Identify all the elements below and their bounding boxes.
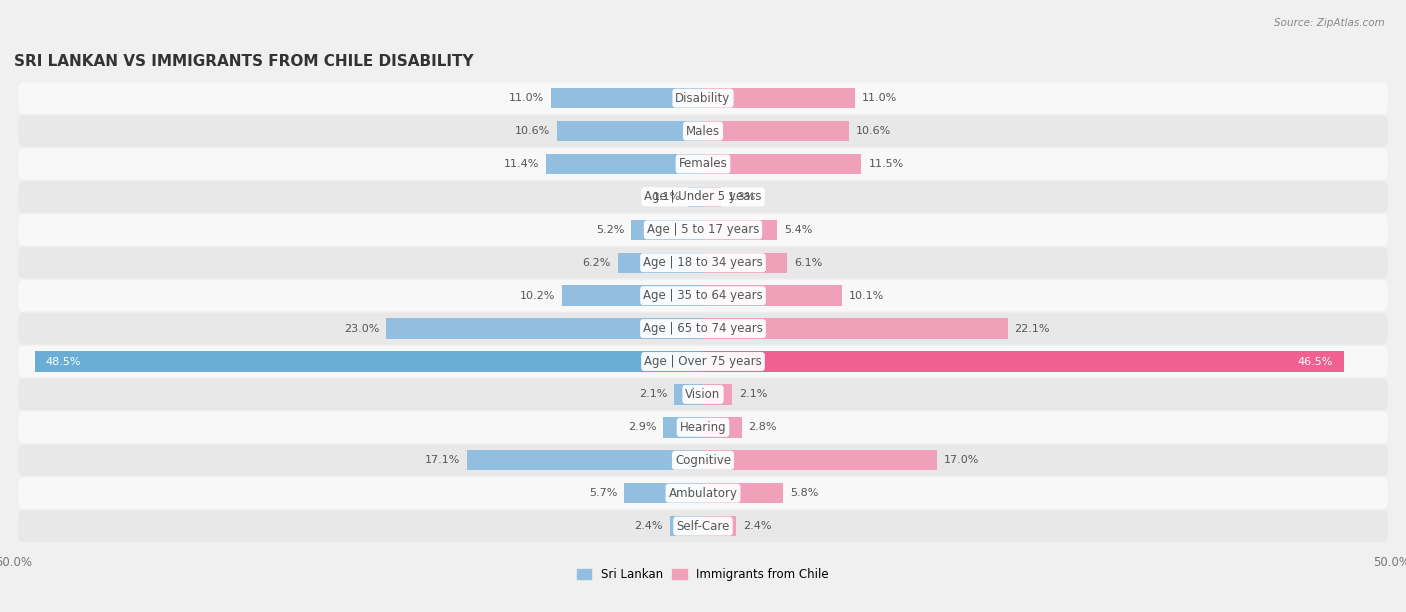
- Text: Vision: Vision: [685, 388, 721, 401]
- Text: Females: Females: [679, 157, 727, 171]
- FancyBboxPatch shape: [18, 510, 1388, 542]
- Text: Age | 5 to 17 years: Age | 5 to 17 years: [647, 223, 759, 236]
- Bar: [551, 88, 703, 108]
- Text: 5.8%: 5.8%: [790, 488, 818, 498]
- Text: Hearing: Hearing: [679, 421, 727, 434]
- Bar: [703, 351, 1344, 371]
- Text: Source: ZipAtlas.com: Source: ZipAtlas.com: [1274, 18, 1385, 28]
- Text: 10.6%: 10.6%: [515, 126, 550, 136]
- Text: 48.5%: 48.5%: [46, 357, 82, 367]
- Text: 17.0%: 17.0%: [945, 455, 980, 465]
- FancyBboxPatch shape: [18, 214, 1388, 245]
- Bar: [703, 220, 778, 240]
- Bar: [387, 318, 703, 339]
- Text: 2.1%: 2.1%: [638, 389, 668, 400]
- Text: 2.1%: 2.1%: [738, 389, 768, 400]
- Text: 2.9%: 2.9%: [627, 422, 657, 432]
- Bar: [35, 351, 703, 371]
- Bar: [557, 121, 703, 141]
- Bar: [664, 417, 703, 438]
- Bar: [631, 220, 703, 240]
- Text: 23.0%: 23.0%: [344, 324, 380, 334]
- FancyBboxPatch shape: [18, 148, 1388, 180]
- Bar: [703, 450, 938, 471]
- Bar: [688, 187, 703, 207]
- Text: 11.0%: 11.0%: [862, 93, 897, 103]
- Text: 10.6%: 10.6%: [856, 126, 891, 136]
- Bar: [703, 417, 741, 438]
- Text: 5.4%: 5.4%: [785, 225, 813, 235]
- Text: 6.1%: 6.1%: [794, 258, 823, 267]
- Text: 5.2%: 5.2%: [596, 225, 624, 235]
- FancyBboxPatch shape: [18, 83, 1388, 114]
- Bar: [562, 285, 703, 306]
- Bar: [703, 121, 849, 141]
- Bar: [617, 253, 703, 273]
- FancyBboxPatch shape: [18, 313, 1388, 345]
- Text: 2.4%: 2.4%: [742, 521, 772, 531]
- Text: Age | 65 to 74 years: Age | 65 to 74 years: [643, 322, 763, 335]
- Bar: [703, 253, 787, 273]
- Text: Disability: Disability: [675, 92, 731, 105]
- Text: Age | 18 to 34 years: Age | 18 to 34 years: [643, 256, 763, 269]
- Legend: Sri Lankan, Immigrants from Chile: Sri Lankan, Immigrants from Chile: [572, 563, 834, 586]
- Bar: [703, 384, 733, 405]
- Bar: [624, 483, 703, 504]
- Text: 11.0%: 11.0%: [509, 93, 544, 103]
- Text: 10.2%: 10.2%: [520, 291, 555, 300]
- FancyBboxPatch shape: [18, 444, 1388, 476]
- Text: SRI LANKAN VS IMMIGRANTS FROM CHILE DISABILITY: SRI LANKAN VS IMMIGRANTS FROM CHILE DISA…: [14, 53, 474, 69]
- Text: Ambulatory: Ambulatory: [668, 487, 738, 499]
- FancyBboxPatch shape: [18, 280, 1388, 312]
- Bar: [703, 318, 1008, 339]
- Text: Cognitive: Cognitive: [675, 453, 731, 467]
- FancyBboxPatch shape: [18, 477, 1388, 509]
- Text: 22.1%: 22.1%: [1014, 324, 1050, 334]
- Text: 11.5%: 11.5%: [869, 159, 904, 169]
- Text: 6.2%: 6.2%: [582, 258, 610, 267]
- Text: 10.1%: 10.1%: [849, 291, 884, 300]
- FancyBboxPatch shape: [18, 379, 1388, 410]
- FancyBboxPatch shape: [18, 411, 1388, 443]
- FancyBboxPatch shape: [18, 247, 1388, 278]
- Text: 17.1%: 17.1%: [425, 455, 461, 465]
- Text: Age | Over 75 years: Age | Over 75 years: [644, 355, 762, 368]
- Text: 2.8%: 2.8%: [748, 422, 778, 432]
- Text: 11.4%: 11.4%: [503, 159, 538, 169]
- Bar: [703, 187, 721, 207]
- Text: 2.4%: 2.4%: [634, 521, 664, 531]
- Bar: [669, 516, 703, 536]
- Bar: [546, 154, 703, 174]
- Text: 5.7%: 5.7%: [589, 488, 617, 498]
- Text: Age | 35 to 64 years: Age | 35 to 64 years: [643, 289, 763, 302]
- Bar: [703, 88, 855, 108]
- Bar: [467, 450, 703, 471]
- Bar: [703, 483, 783, 504]
- Text: 46.5%: 46.5%: [1298, 357, 1333, 367]
- Text: Self-Care: Self-Care: [676, 520, 730, 532]
- Text: Age | Under 5 years: Age | Under 5 years: [644, 190, 762, 203]
- FancyBboxPatch shape: [18, 346, 1388, 378]
- Bar: [703, 516, 737, 536]
- FancyBboxPatch shape: [18, 181, 1388, 213]
- Bar: [703, 285, 842, 306]
- Text: 1.1%: 1.1%: [652, 192, 681, 202]
- Bar: [703, 154, 862, 174]
- Text: Males: Males: [686, 125, 720, 138]
- FancyBboxPatch shape: [18, 115, 1388, 147]
- Bar: [673, 384, 703, 405]
- Text: 1.3%: 1.3%: [728, 192, 756, 202]
